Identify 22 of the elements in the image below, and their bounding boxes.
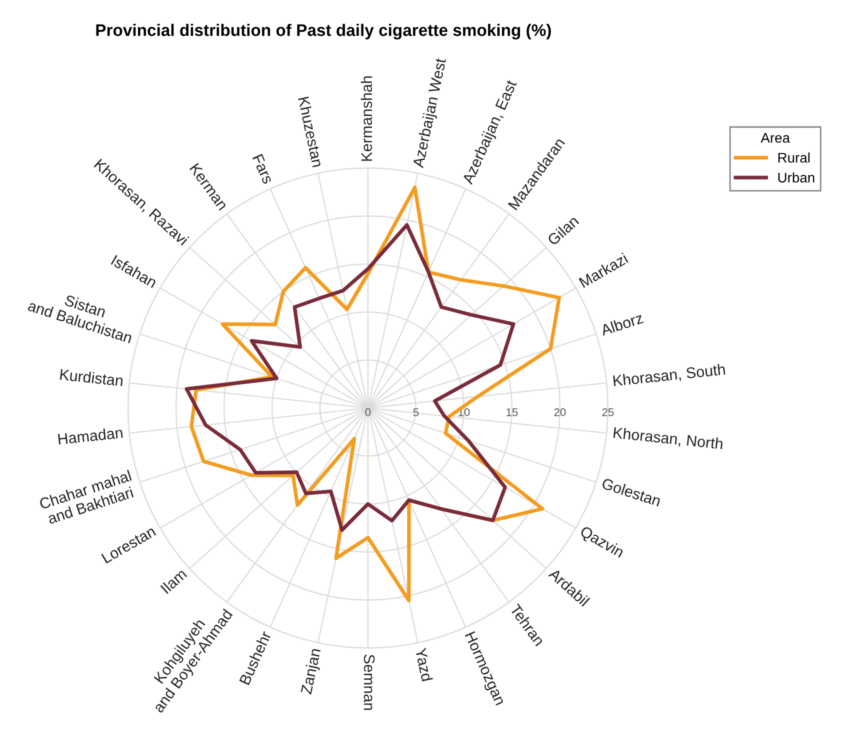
legend-label: Urban (778, 172, 814, 183)
legend-title: Area (760, 133, 790, 143)
y-tick-label: 15 (506, 408, 518, 416)
spoke-label: Khorasan, North (613, 426, 723, 452)
y-tick-label: 25 (602, 408, 614, 416)
legend-label: Rural (778, 152, 810, 163)
spoke-label: Ilam (160, 568, 188, 594)
spoke-label: Fars (252, 154, 274, 184)
spoke-label: Yazd (415, 647, 433, 682)
spoke-label: Zanjan (300, 648, 324, 696)
spoke-label: Azerbaijan West (412, 58, 450, 169)
chart-title: Provincial distribution of Past daily cigarette smoking (%) (96, 24, 551, 40)
y-tick-label: 0 (365, 408, 371, 416)
spoke-label: Kurdistan (60, 368, 124, 386)
spoke-label: Kermanshah (360, 76, 372, 161)
y-tick-label: 20 (554, 408, 566, 416)
spoke-label: Alborz (600, 312, 644, 336)
spoke-label: Khorasan, South (613, 363, 726, 388)
y-tick-label: 5 (413, 408, 419, 416)
spoke-label: Hamadan (58, 426, 123, 445)
spoke-label: Semnan (364, 654, 375, 710)
spoke-label: Khuzestan (298, 96, 324, 168)
